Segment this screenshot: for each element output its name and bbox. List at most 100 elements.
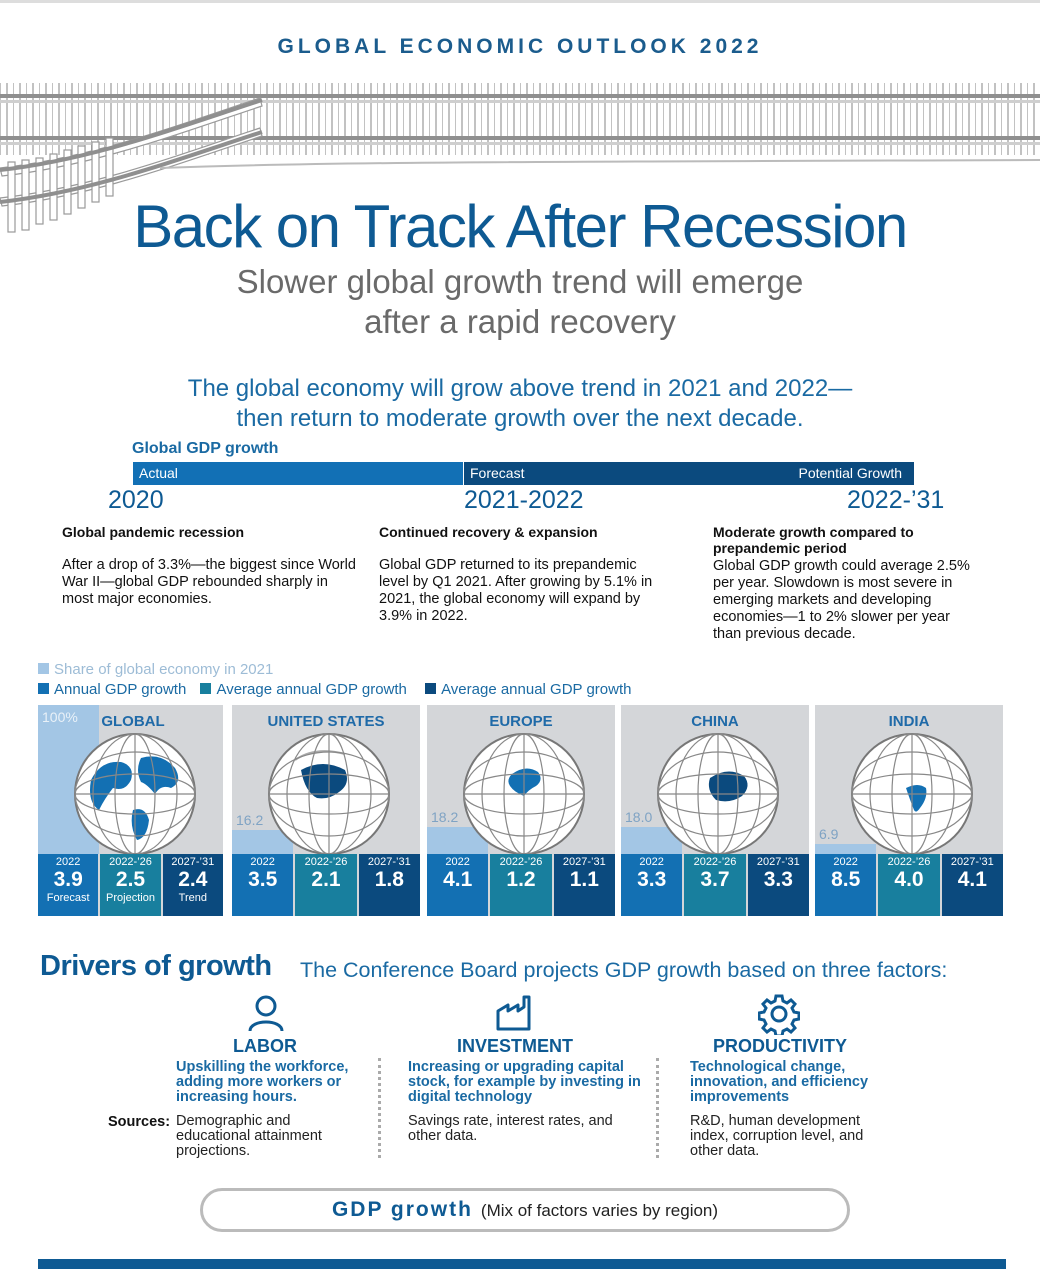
region-name: INDIA (888, 713, 930, 730)
china-globe-icon (657, 733, 779, 855)
growth-period: 2022 (639, 856, 664, 868)
legend-swatch-annual (38, 683, 49, 694)
report-kicker: GLOBAL ECONOMIC OUTLOOK 2022 (277, 35, 763, 58)
driver-labor-sources: Demographic and educational attainment p… (176, 1113, 322, 1159)
legend-share-label: Share of global economy in 2021 (54, 661, 274, 678)
gdp-growth-pill: GDP growth (Mix of factors varies by regi… (200, 1188, 850, 1232)
growth-box: 2022-’26 3.7 (684, 854, 746, 916)
drivers-title: Drivers of growth (40, 950, 272, 982)
region-name: GLOBAL (101, 713, 165, 730)
growth-box: 2022 4.1 (427, 854, 489, 916)
growth-period: 2027-’31 (367, 856, 411, 868)
growth-value: 2.5 (115, 868, 146, 891)
column-text: After a drop of 3.3%—the biggest since W… (62, 557, 356, 607)
growth-value: 3.3 (763, 868, 793, 891)
growth-value: 4.1 (957, 868, 987, 891)
legend-avg2-label: Average annual GDP growth (441, 681, 632, 698)
driver-labor-title: LABOR (233, 1036, 297, 1056)
column-heading: Moderate growth compared to prepandemic … (713, 524, 914, 556)
growth-period: 2022-’26 (109, 856, 152, 868)
railroad-tracks-illustration (0, 83, 1040, 233)
growth-type: Trend (178, 892, 207, 904)
growth-value: 1.2 (506, 868, 536, 891)
region-name: UNITED STATES (267, 713, 385, 730)
pill-title: GDP growth (331, 1198, 473, 1221)
lead-line-2: then return to moderate growth over the … (236, 405, 804, 432)
growth-period: 2022 (833, 856, 858, 868)
growth-period: 2027-’31 (562, 856, 606, 868)
growth-box: 2022 8.5 (815, 854, 877, 916)
growth-values: 2022 3.3 2022-’26 3.7 2027-’31 3.3 (621, 854, 809, 916)
legend-avg1-label: Average annual GDP growth (216, 681, 407, 698)
driver-investment-sources: Savings rate, interest rates, and other … (408, 1113, 613, 1144)
timeline-year-2021-2022: 2021-2022 (464, 486, 584, 514)
drivers-subtitle: The Conference Board projects GDP growth… (300, 958, 948, 982)
growth-period: 2022 (445, 856, 470, 868)
growth-period: 2027-’31 (950, 856, 994, 868)
growth-value: 8.5 (831, 868, 861, 891)
timeline-column-2020: Global pandemic recession After a drop o… (62, 524, 362, 608)
share-value: 18.0 (625, 809, 653, 826)
growth-type: Forecast (46, 892, 90, 904)
region-panel-united-states: 16.2 UNITED STATES 2022 3.5 2022-’26 2.1 2027-… (232, 705, 420, 916)
column-text: Global GDP returned to its prepandemic l… (379, 557, 653, 624)
region-panel-europe: 18.2 EUROPE 2022 4.1 2022-’26 1.2 2027-’31 1.1 (427, 705, 615, 916)
growth-period: 2022-’26 (887, 856, 931, 868)
column-heading: Continued recovery & expansion (379, 524, 598, 540)
timeline-year-2020: 2020 (108, 486, 164, 514)
column-text: Global GDP growth could average 2.5% per… (713, 558, 970, 642)
timeline-column-2022-31: Moderate growth compared to prepandemic … (713, 524, 981, 643)
growth-box: 2027-’31 2.4 Trend (162, 854, 223, 916)
growth-box: 2027-’31 1.8 (358, 854, 420, 916)
growth-values: 2022 4.1 2022-’26 1.2 2027-’31 1.1 (427, 854, 615, 916)
growth-value: 3.3 (637, 868, 667, 891)
timeline-label: Global GDP growth (132, 440, 279, 457)
growth-values: 2022 8.5 2022-’26 4.0 2027-’31 4.1 (815, 854, 1003, 916)
legend-swatch-avg2 (425, 683, 437, 694)
growth-period: 2022-’26 (304, 856, 348, 868)
growth-period: 2022-’26 (693, 856, 737, 868)
subtitle-line-1: Slower global growth trend will emerge (236, 263, 804, 300)
growth-value: 2.1 (311, 868, 341, 891)
legend-annual-label: Annual GDP growth (54, 681, 187, 698)
growth-box: 2022-’26 4.0 (878, 854, 940, 916)
region-panel-india: 6.9 INDIA 2022 8.5 2022-’26 4.0 2027-’31 4.1 (815, 705, 1003, 916)
column-divider (378, 1058, 381, 1158)
sources-label: Sources: (108, 1114, 171, 1130)
driver-labor-desc: Upskilling the workforce, adding more wo… (176, 1059, 349, 1105)
growth-box: 2022 3.5 (232, 854, 294, 916)
column-heading: Global pandemic recession (62, 524, 245, 540)
growth-type: Projection (106, 892, 155, 904)
north-america-globe-icon (268, 733, 390, 855)
legend-swatch-share (38, 663, 49, 674)
growth-value: 2.4 (178, 868, 208, 891)
growth-box: 2027-’31 3.3 (747, 854, 809, 916)
share-bar (232, 829, 293, 854)
person-icon (248, 995, 284, 1032)
growth-box: 2022 3.3 (621, 854, 683, 916)
growth-period: 2022 (250, 856, 275, 868)
region-name: EUROPE (489, 713, 553, 730)
share-value: 100% (42, 709, 78, 725)
legend-swatch-avg1 (200, 683, 212, 694)
timeline-bar-potential: Potential Growth (798, 465, 903, 481)
share-bar (815, 843, 876, 854)
growth-box: 2027-’31 1.1 (553, 854, 615, 916)
region-panel-china: 18.0 CHINA 2022 3.3 2022-’26 3.7 2027-’31 3.3 (621, 705, 809, 916)
growth-value: 1.1 (569, 868, 599, 891)
column-divider (656, 1058, 659, 1158)
growth-box: 2027-’31 4.1 (941, 854, 1003, 916)
legend-share: Share of global economy in 2021 (38, 661, 273, 678)
growth-box: 2022-’26 1.2 (490, 854, 552, 916)
driver-investment-desc: Increasing or upgrading capital stock, f… (408, 1059, 641, 1105)
page-subtitle: Slower global growth trend will emerge a… (0, 262, 1040, 342)
region-name: CHINA (691, 713, 739, 730)
growth-values: 2022 3.5 2022-’26 2.1 2027-’31 1.8 (232, 854, 420, 916)
world-globe-icon (74, 733, 196, 855)
lead-line-1: The global economy will grow above trend… (187, 375, 853, 402)
driver-productivity-desc: Technological change, innovation, and ef… (690, 1059, 869, 1105)
pill-subtext: (Mix of factors varies by region) (480, 1201, 719, 1220)
driver-investment-title: INVESTMENT (456, 1036, 573, 1056)
timeline-column-2021-2022: Continued recovery & expansion Global GD… (379, 524, 669, 625)
top-divider (0, 0, 1040, 3)
